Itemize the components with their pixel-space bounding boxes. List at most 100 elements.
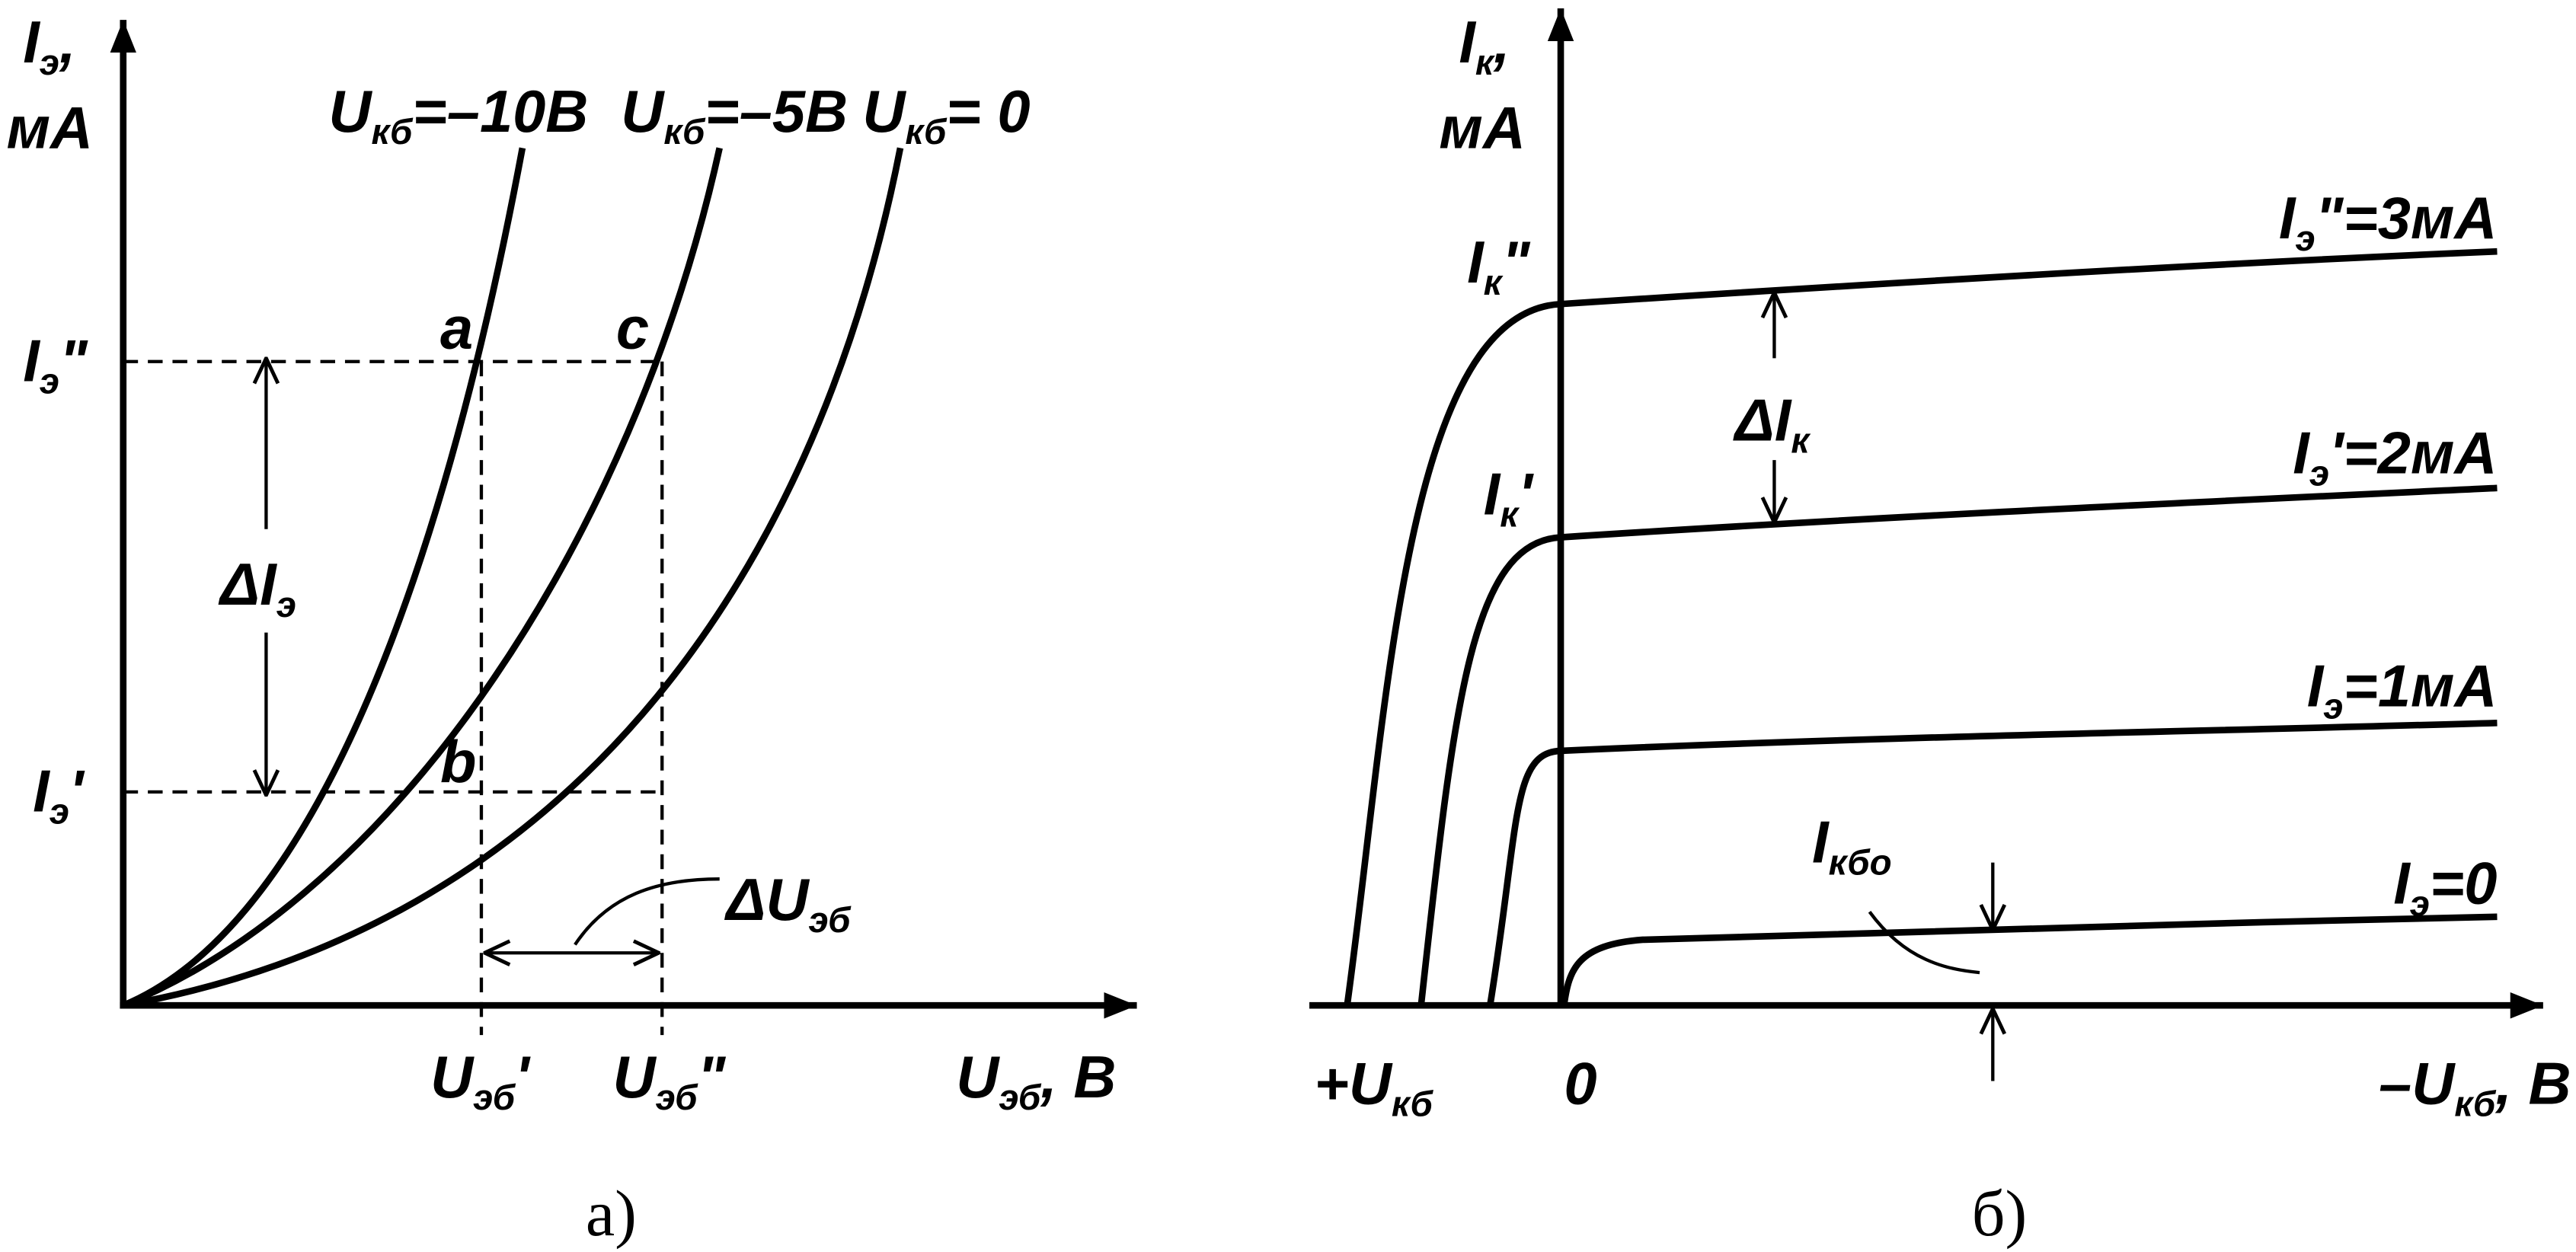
label-main: U <box>862 79 906 145</box>
label-main: U <box>430 1045 475 1110</box>
curve <box>123 147 904 1009</box>
curve-label: Iэ=1мА <box>2307 654 2498 727</box>
label-tail: ' <box>1518 462 1534 527</box>
curve-label: Iэ"=3мА <box>2279 186 2498 259</box>
label-sub: э <box>2309 454 2329 494</box>
caption: б) <box>1972 1177 2028 1250</box>
curve <box>1487 719 2498 1006</box>
caption: а) <box>586 1177 637 1250</box>
label-sub: кб <box>1392 1084 1434 1125</box>
label-main: ΔI <box>1733 388 1792 453</box>
label-sub: к <box>1500 495 1520 535</box>
level-label: Iэ" <box>23 329 88 402</box>
delta-label: ΔIк <box>1733 388 1811 461</box>
x-tick-label: 0 <box>1564 1052 1596 1117</box>
current-label: Iкбо <box>1812 810 1892 883</box>
label-tail: , <box>59 10 76 75</box>
label-sub: кб <box>371 112 414 152</box>
label-tail: =1мА <box>2343 654 2497 720</box>
label-main: I <box>1467 230 1485 295</box>
leader <box>1868 911 1980 975</box>
curve <box>122 147 526 1009</box>
label-main: мА <box>1439 95 1525 161</box>
label-main: –U <box>2379 1052 2456 1117</box>
label-sub: кбо <box>1829 843 1892 883</box>
label-main: I <box>1812 810 1830 876</box>
leader <box>574 877 720 946</box>
y-axis-unit: мА <box>7 95 93 161</box>
label-sub: э <box>2410 884 2430 925</box>
label-sub: э <box>276 585 296 625</box>
x-tick-label: Uэб' <box>430 1045 531 1118</box>
curve <box>1344 248 2498 1006</box>
label-main: I <box>2293 420 2310 486</box>
label-main: ΔI <box>218 552 277 618</box>
label-main: U <box>613 1045 657 1110</box>
y-axis-label: Iк, <box>1459 10 1510 83</box>
point-label: b <box>440 730 476 795</box>
label-tail: , В <box>1040 1045 1116 1110</box>
label-main: ΔU <box>724 867 810 933</box>
label-sub: э <box>2323 687 2343 727</box>
label-tail: = 0 <box>946 79 1030 145</box>
curve-label: Iэ=0 <box>2393 851 2497 925</box>
label-sub: э <box>40 362 59 402</box>
point-label: c <box>616 295 649 361</box>
curve-label: Iэ'=2мА <box>2293 420 2497 493</box>
label-tail: " <box>1502 230 1531 295</box>
curve <box>1417 484 2498 1006</box>
label-main: I <box>1459 10 1476 75</box>
label-tail: , <box>1493 10 1510 75</box>
label-main: I <box>2279 186 2296 251</box>
label-sub: э <box>2295 219 2315 259</box>
level-label: Iк" <box>1467 230 1531 303</box>
delta-label: ΔUэб <box>724 867 852 941</box>
label-main: I <box>1484 462 1501 527</box>
label-tail: =–5В <box>705 79 848 145</box>
label-main: мА <box>7 95 93 161</box>
label-sub: эб <box>656 1078 699 1118</box>
label-main: I <box>2393 851 2411 917</box>
curve-label: Uкб=–5В <box>621 79 848 152</box>
x-tick-label: Uэб" <box>613 1045 727 1118</box>
y-axis-unit: мА <box>1439 95 1525 161</box>
label-sub: к <box>1475 43 1495 84</box>
label-main: I <box>2307 654 2325 720</box>
label-sub: к <box>1791 421 1811 462</box>
label-main: +U <box>1315 1052 1393 1117</box>
label-main: U <box>956 1045 1000 1110</box>
x-axis-label: Uэб, В <box>956 1045 1116 1118</box>
x-axis-label: +Uкб <box>1315 1052 1434 1125</box>
x-axis-label: –Uкб, В <box>2379 1052 2571 1125</box>
panel-b <box>1309 8 2543 1081</box>
label-tail: "=3мА <box>2316 186 2498 251</box>
label-main: U <box>328 79 372 145</box>
label-tail: " <box>59 329 88 394</box>
label-sub: эб <box>473 1078 516 1118</box>
label-main: I <box>33 759 50 825</box>
level-label: Iк' <box>1484 462 1535 535</box>
label-sub: кб <box>905 112 948 152</box>
label-tail: '=2мА <box>2329 420 2497 486</box>
label-sub: эб <box>999 1078 1042 1118</box>
y-axis-label: Iэ, <box>23 10 75 83</box>
label-tail: , В <box>2495 1052 2571 1117</box>
label-main: U <box>621 79 665 145</box>
label-sub: кб <box>663 112 706 152</box>
label-main: I <box>23 329 40 394</box>
curve <box>122 147 723 1009</box>
label-tail: =0 <box>2430 851 2498 917</box>
label-main: I <box>23 10 40 75</box>
label-tail: " <box>698 1045 727 1110</box>
curve <box>1561 913 2498 1006</box>
label-tail: =–10В <box>412 79 588 145</box>
label-sub: к <box>1484 263 1504 304</box>
label-sub: э <box>40 43 59 84</box>
point-label: a <box>440 295 473 361</box>
level-label: Iэ' <box>33 759 85 832</box>
label-tail: ' <box>515 1045 531 1110</box>
label-sub: эб <box>809 901 852 941</box>
label-tail: ' <box>69 759 85 825</box>
delta-label: ΔIэ <box>218 552 296 625</box>
